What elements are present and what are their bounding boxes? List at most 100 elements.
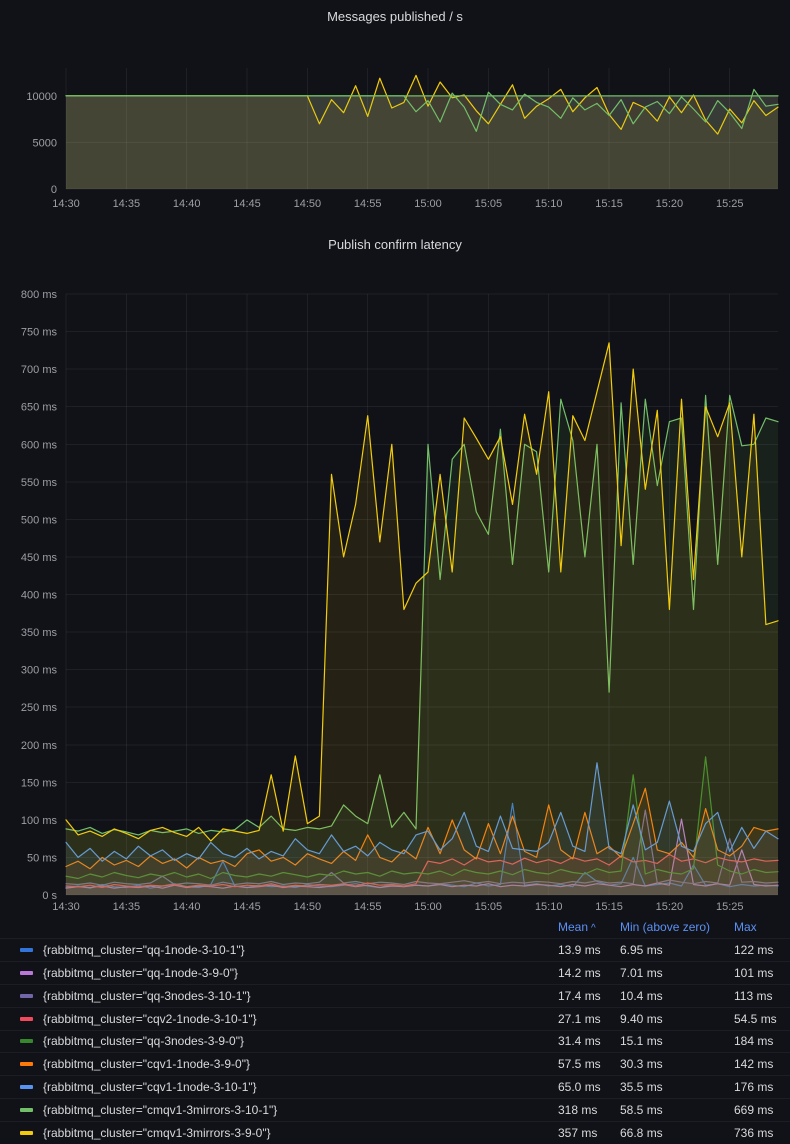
y-tick-label: 100 ms bbox=[21, 815, 58, 827]
legend-mean-value: 65.0 ms bbox=[558, 1080, 601, 1095]
legend-row[interactable]: {rabbitmq_cluster="cmqv1-3mirrors-3-9-0"… bbox=[0, 1121, 790, 1144]
series-label[interactable]: {rabbitmq_cluster="qq-3nodes-3-10-1"} bbox=[43, 988, 251, 1003]
legend-mean-value: 57.5 ms bbox=[558, 1057, 601, 1072]
x-tick-label: 15:15 bbox=[595, 901, 623, 913]
y-tick-label: 10000 bbox=[26, 91, 57, 103]
legend-row[interactable]: {rabbitmq_cluster="qq-3nodes-3-10-1"} 17.… bbox=[0, 983, 790, 1007]
legend-mean-value: 13.9 ms bbox=[558, 942, 601, 957]
series-fill bbox=[66, 819, 778, 895]
messages-published-chart[interactable]: 14:30 14:35 14:40 14:45 14:50 14:55 15:00 15:05… bbox=[0, 0, 790, 228]
legend-min-value: 30.3 ms bbox=[620, 1057, 663, 1072]
y-tick-label: 750 ms bbox=[21, 327, 58, 339]
series-line bbox=[65, 394, 779, 836]
y-tick-label: 500 ms bbox=[21, 514, 58, 526]
series-color-swatch[interactable] bbox=[20, 993, 33, 998]
legend-table: Mean ^ Min (above zero) Max {rabbitmq_clu… bbox=[0, 916, 790, 1144]
legend-series[interactable]: {rabbitmq_cluster="cmqv1-3mirrors-3-9-0"… bbox=[20, 1126, 558, 1140]
panel-title-messages-published[interactable]: Messages published / s bbox=[327, 9, 463, 24]
series-label[interactable]: {rabbitmq_cluster="cqv1-1node-3-10-1"} bbox=[43, 1080, 257, 1095]
y-tick-label: 150 ms bbox=[21, 777, 58, 789]
series-color-swatch[interactable] bbox=[20, 1131, 33, 1136]
x-tick-label: 15:25 bbox=[716, 901, 744, 913]
legend-min-value: 9.40 ms bbox=[620, 1011, 663, 1026]
legend-row[interactable]: {rabbitmq_cluster="qq-1node-3-10-1"} 13.9… bbox=[0, 937, 790, 961]
legend-series[interactable]: {rabbitmq_cluster="cqv1-1node-3-9-0"} bbox=[20, 1057, 558, 1071]
x-tick-label: 14:45 bbox=[233, 198, 261, 210]
legend-mean-value: 17.4 ms bbox=[558, 988, 601, 1003]
series-label[interactable]: {rabbitmq_cluster="cqv1-1node-3-9-0"} bbox=[43, 1057, 250, 1072]
series-color-swatch[interactable] bbox=[20, 1085, 33, 1090]
legend-max-value: 113 ms bbox=[734, 988, 773, 1003]
x-tick-label: 15:25 bbox=[716, 198, 744, 210]
series-fill-base bbox=[66, 95, 778, 189]
legend-series[interactable]: {rabbitmq_cluster="cqv2-1node-3-10-1"} bbox=[20, 1012, 558, 1026]
legend-sort-min[interactable]: Min (above zero) bbox=[620, 919, 711, 934]
x-tick-label: 14:55 bbox=[354, 901, 382, 913]
legend-sort-mean[interactable]: Mean ^ bbox=[558, 920, 620, 934]
legend-series[interactable]: {rabbitmq_cluster="qq-1node-3-9-0"} bbox=[20, 966, 558, 980]
legend-row[interactable]: {rabbitmq_cluster="qq-3nodes-3-9-0"} 31.4… bbox=[0, 1029, 790, 1053]
legend-max-value: 669 ms bbox=[734, 1103, 774, 1118]
series-line bbox=[65, 809, 779, 886]
legend-header-row: Mean ^ Min (above zero) Max bbox=[0, 916, 790, 938]
legend-mean-value: 27.1 ms bbox=[558, 1011, 601, 1026]
x-tick-label: 15:15 bbox=[595, 198, 623, 210]
legend-max-value: 122 ms bbox=[734, 942, 774, 957]
x-tick-label: 15:05 bbox=[475, 901, 503, 913]
legend-row[interactable]: {rabbitmq_cluster="cmqv1-3mirrors-3-10-1… bbox=[0, 1098, 790, 1121]
y-tick-label: 5000 bbox=[33, 137, 57, 149]
x-tick-label: 14:50 bbox=[294, 198, 322, 210]
legend-row[interactable]: {rabbitmq_cluster="cqv1-1node-3-9-0"} 57.… bbox=[0, 1052, 790, 1075]
legend-sort-max[interactable]: Max bbox=[734, 919, 757, 934]
x-tick-label: 15:00 bbox=[414, 198, 442, 210]
legend-series[interactable]: {rabbitmq_cluster="qq-3nodes-3-10-1"} bbox=[20, 989, 558, 1003]
series-color-swatch[interactable] bbox=[20, 1108, 33, 1113]
x-tick-label: 14:35 bbox=[113, 901, 141, 913]
legend-row[interactable]: {rabbitmq_cluster="cqv1-1node-3-10-1"} 65… bbox=[0, 1075, 790, 1098]
x-tick-label: 15:05 bbox=[475, 198, 503, 210]
series-color-swatch[interactable] bbox=[20, 1016, 33, 1021]
legend-min-value: 15.1 ms bbox=[620, 1034, 663, 1049]
series-line bbox=[65, 787, 779, 870]
legend-header-mean-label: Mean bbox=[558, 919, 589, 934]
legend-row[interactable]: {rabbitmq_cluster="cqv2-1node-3-10-1"} 27… bbox=[0, 1006, 790, 1030]
x-tick-label: 15:20 bbox=[656, 198, 684, 210]
series-fill bbox=[66, 89, 778, 189]
legend-min-value: 66.8 ms bbox=[620, 1126, 663, 1141]
publish-confirm-latency-chart[interactable]: 14:30 14:35 14:40 14:45 14:50 14:55 15:00 15:05… bbox=[0, 228, 790, 915]
y-tick-label: 600 ms bbox=[21, 439, 58, 451]
series-label[interactable]: {rabbitmq_cluster="qq-1node-3-9-0"} bbox=[43, 965, 238, 980]
x-tick-label: 14:40 bbox=[173, 198, 201, 210]
y-tick-label: 650 ms bbox=[21, 402, 58, 414]
series-color-swatch[interactable] bbox=[20, 1039, 33, 1044]
series-color-swatch[interactable] bbox=[20, 970, 33, 975]
legend-series[interactable]: {rabbitmq_cluster="cmqv1-3mirrors-3-10-1… bbox=[20, 1103, 558, 1117]
x-tick-label: 14:35 bbox=[113, 198, 141, 210]
legend-series[interactable]: {rabbitmq_cluster="qq-1node-3-10-1"} bbox=[20, 943, 558, 957]
series-color-swatch[interactable] bbox=[20, 947, 33, 952]
legend-min-value: 35.5 ms bbox=[620, 1080, 663, 1095]
series-label[interactable]: {rabbitmq_cluster="qq-1node-3-10-1"} bbox=[43, 942, 245, 957]
x-tick-label: 15:10 bbox=[535, 901, 563, 913]
legend-series[interactable]: {rabbitmq_cluster="qq-3nodes-3-9-0"} bbox=[20, 1034, 558, 1048]
panel-title-publish-confirm-latency[interactable]: Publish confirm latency bbox=[328, 237, 462, 252]
x-tick-label: 14:55 bbox=[354, 198, 382, 210]
series-label[interactable]: {rabbitmq_cluster="cmqv1-3mirrors-3-10-1… bbox=[43, 1103, 278, 1118]
legend-series[interactable]: {rabbitmq_cluster="cqv1-1node-3-10-1"} bbox=[20, 1080, 558, 1094]
y-tick-label: 0 s bbox=[42, 890, 57, 902]
y-tick-label: 450 ms bbox=[21, 552, 58, 564]
series-color-swatch[interactable] bbox=[20, 1062, 33, 1067]
x-tick-label: 14:45 bbox=[233, 901, 261, 913]
x-tick-label: 14:40 bbox=[173, 901, 201, 913]
series-line bbox=[65, 853, 779, 889]
legend-min-value: 10.4 ms bbox=[620, 988, 663, 1003]
series-label[interactable]: {rabbitmq_cluster="cqv2-1node-3-10-1"} bbox=[43, 1011, 257, 1026]
sort-caret-icon: ^ bbox=[591, 922, 596, 934]
series-label[interactable]: {rabbitmq_cluster="cmqv1-3mirrors-3-9-0"… bbox=[43, 1126, 271, 1141]
x-tick-label: 14:30 bbox=[52, 901, 80, 913]
series-line bbox=[65, 756, 779, 880]
legend-mean-value: 31.4 ms bbox=[558, 1034, 601, 1049]
series-label[interactable]: {rabbitmq_cluster="qq-3nodes-3-9-0"} bbox=[43, 1034, 244, 1049]
y-tick-label: 550 ms bbox=[21, 477, 58, 489]
legend-row[interactable]: {rabbitmq_cluster="qq-1node-3-9-0"} 14.2 … bbox=[0, 960, 790, 984]
